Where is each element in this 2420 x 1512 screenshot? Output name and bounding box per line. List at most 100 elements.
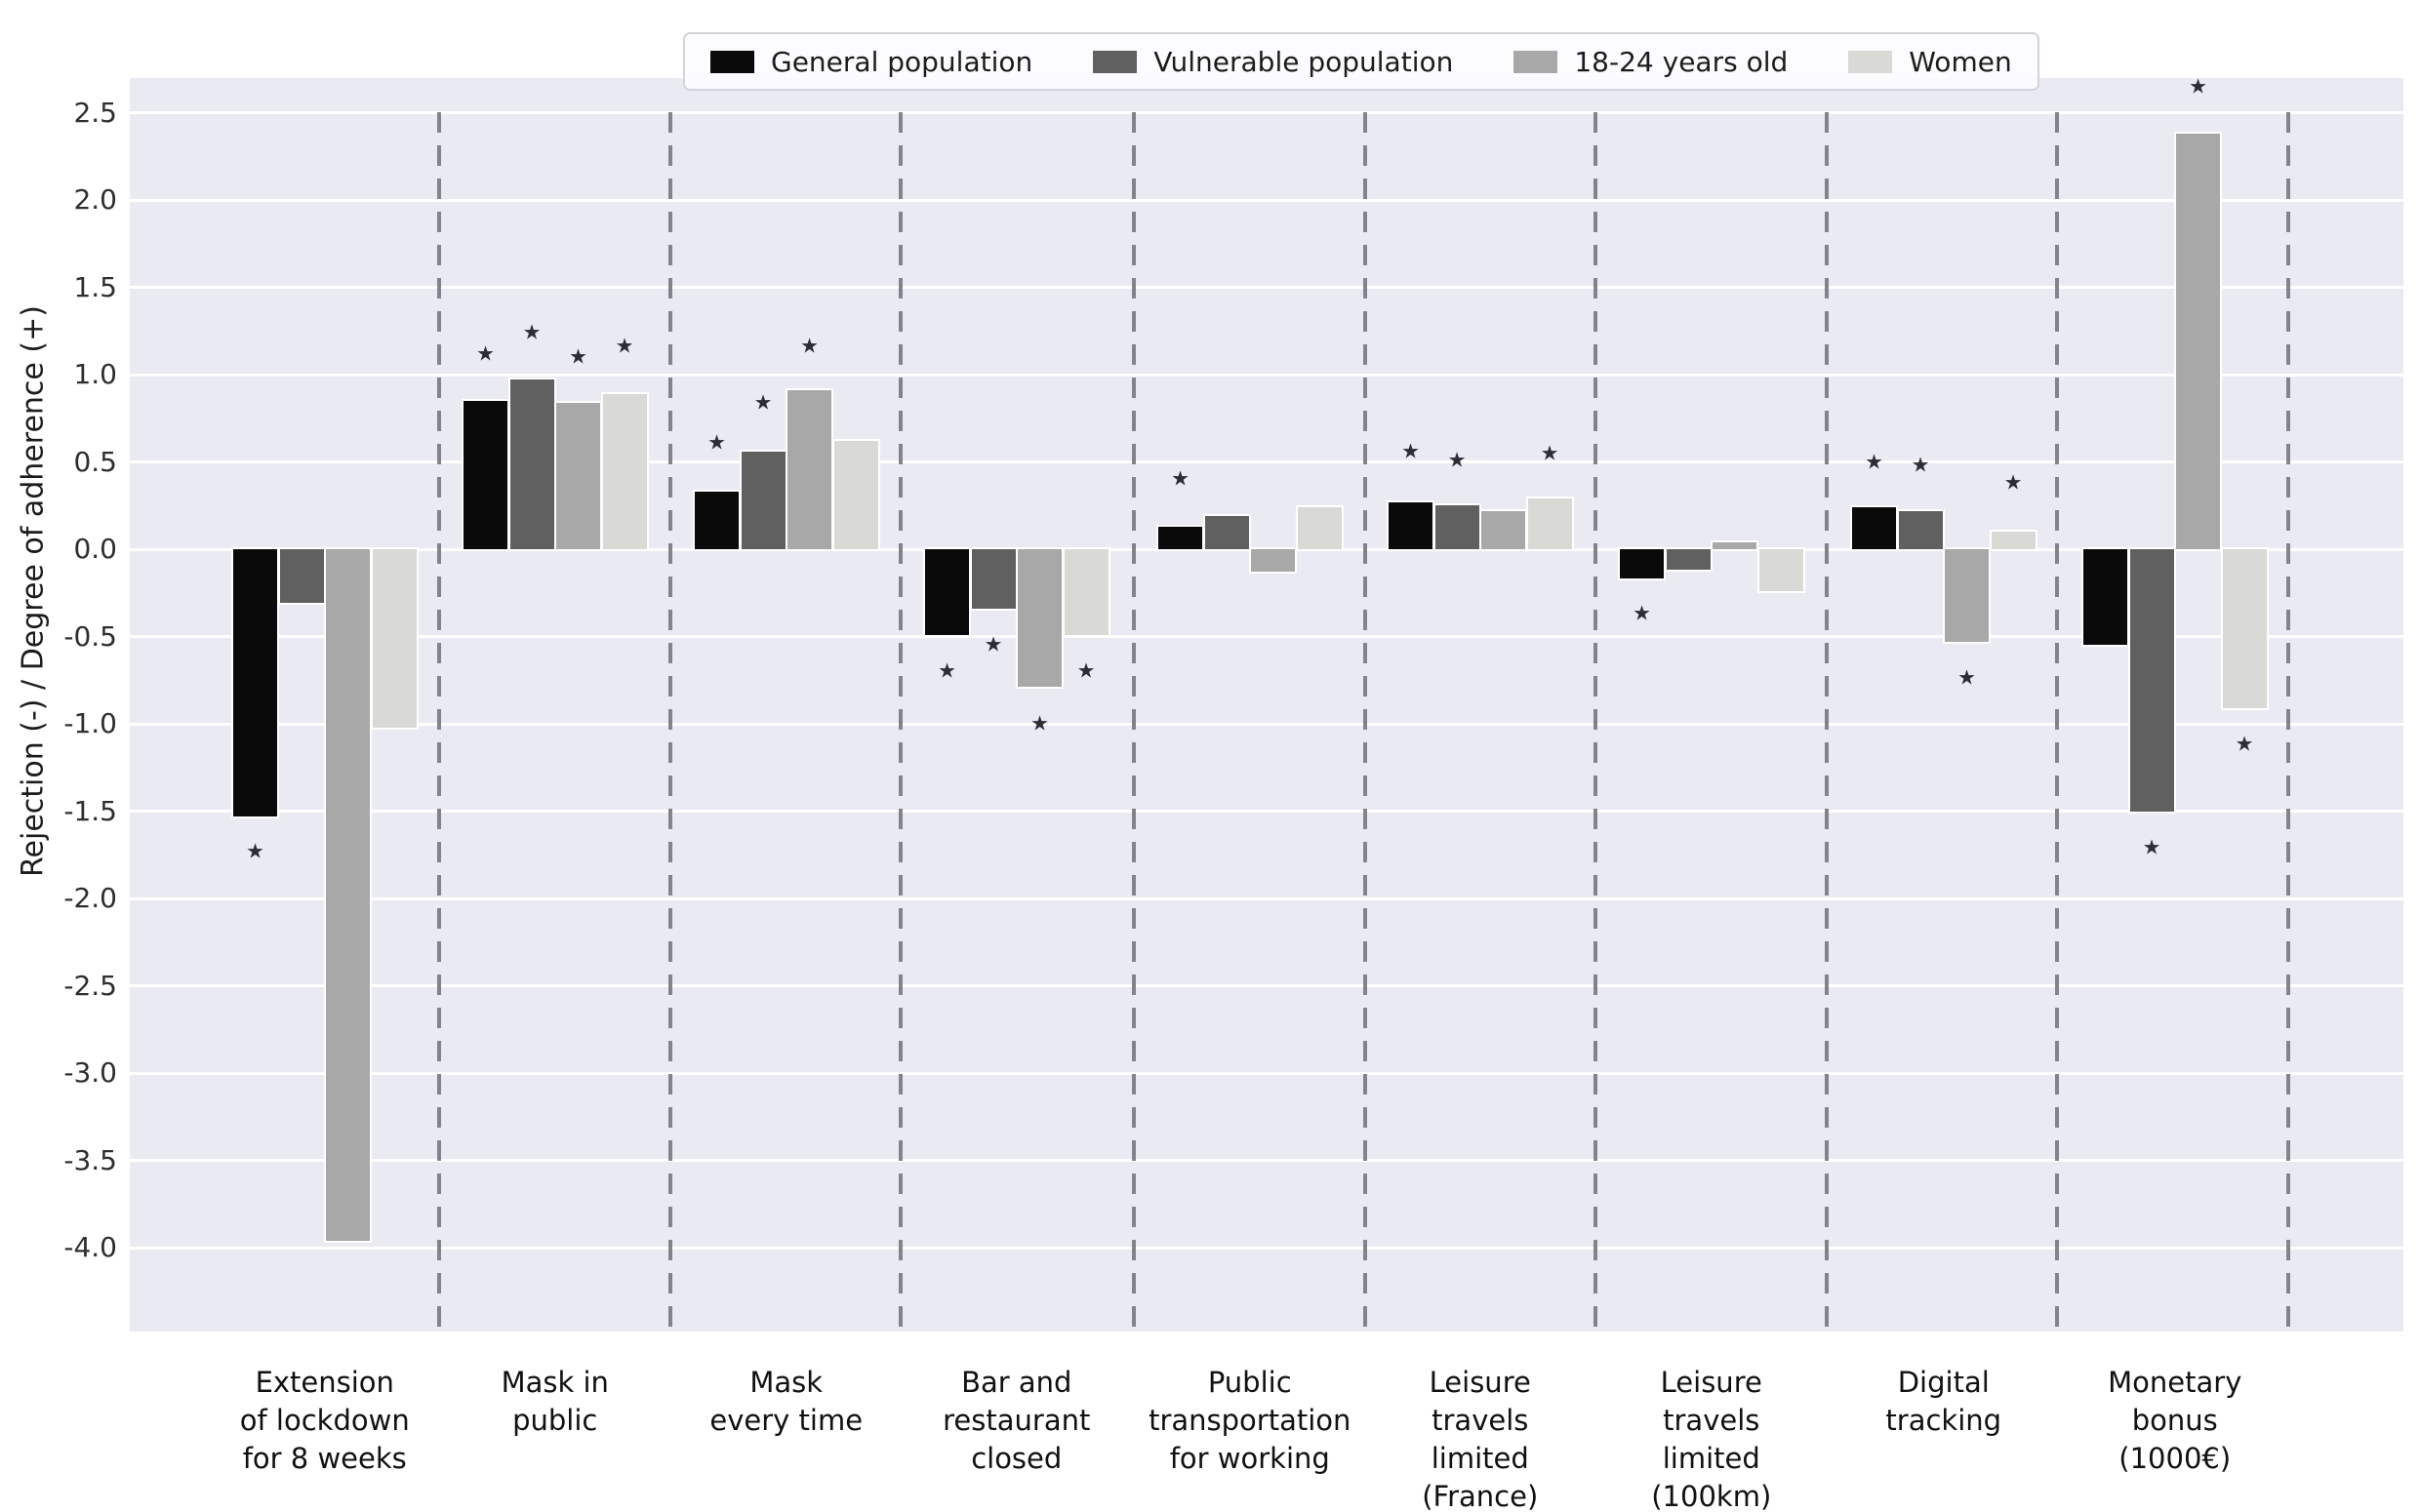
gridline-y--0.5: [130, 635, 2403, 638]
significance-star-icon: ★: [246, 839, 264, 863]
gridline-y--4.0: [130, 1246, 2403, 1250]
significance-star-icon: ★: [1957, 665, 1976, 690]
y-tick-label: -0.5: [63, 619, 117, 653]
bar-vulnerable-population-cat7: [1664, 546, 1713, 573]
bar-18-24-years-old-cat3: [786, 388, 833, 551]
significance-star-icon: ★: [569, 344, 587, 369]
category-separator-5: [1363, 112, 1367, 1332]
significance-star-icon: ★: [984, 632, 1003, 657]
category-separator-9: [2286, 112, 2290, 1332]
legend-label: 18-24 years old: [1574, 45, 1789, 78]
y-tick-label: 0.5: [73, 445, 117, 478]
legend-swatch-icon: [1513, 50, 1558, 73]
gridline-y--1.0: [130, 722, 2403, 726]
significance-star-icon: ★: [1401, 439, 1420, 463]
legend-item: General population: [710, 46, 1032, 78]
bar-18-24-years-old-cat5: [1249, 546, 1297, 575]
significance-star-icon: ★: [1076, 658, 1096, 683]
bar-general-population-cat5: [1156, 524, 1204, 552]
y-tick-label: -3.5: [63, 1143, 117, 1176]
x-tick-label: Leisure travels limited (France): [1422, 1366, 1539, 1512]
category-separator-2: [668, 112, 672, 1332]
significance-star-icon: ★: [615, 334, 634, 358]
y-tick-label: -4.0: [63, 1231, 117, 1263]
bar-vulnerable-population-cat6: [1432, 503, 1481, 551]
significance-star-icon: ★: [1171, 466, 1190, 491]
gridline-y--3.5: [130, 1159, 2403, 1162]
bar-general-population-cat9: [2081, 546, 2129, 648]
significance-star-icon: ★: [1911, 453, 1930, 477]
bar-18-24-years-old-cat4: [1016, 546, 1064, 690]
y-tick-label: -1.5: [63, 794, 117, 827]
bar-women-cat2: [600, 391, 649, 551]
bar-vulnerable-population-cat2: [507, 378, 556, 551]
gridline-y-0.5: [130, 460, 2403, 463]
legend-swatch-icon: [1848, 50, 1893, 73]
significance-star-icon: ★: [522, 320, 542, 344]
legend-label: General population: [771, 45, 1033, 78]
significance-star-icon: ★: [800, 334, 819, 358]
bar-women-cat3: [831, 439, 880, 551]
gridline-y-1.0: [130, 373, 2403, 377]
x-tick-label: Mask in public: [501, 1366, 609, 1437]
significance-star-icon: ★: [476, 341, 495, 366]
legend-item: Women: [1848, 46, 2012, 78]
bar-general-population-cat8: [1850, 505, 1898, 551]
bar-vulnerable-population-cat3: [739, 449, 787, 551]
bar-vulnerable-population-cat1: [277, 546, 326, 606]
significance-star-icon: ★: [707, 430, 726, 455]
legend-swatch-icon: [710, 50, 754, 73]
y-tick-label: 1.0: [73, 358, 117, 390]
legend-label: Vulnerable population: [1153, 45, 1454, 78]
bar-women-cat9: [2220, 547, 2269, 710]
significance-star-icon: ★: [2235, 732, 2254, 756]
bar-18-24-years-old-cat2: [554, 400, 602, 551]
significance-star-icon: ★: [2189, 74, 2207, 99]
category-separator-6: [1593, 112, 1597, 1332]
category-separator-1: [437, 112, 441, 1332]
category-separator-4: [1132, 112, 1136, 1332]
bar-18-24-years-old-cat8: [1943, 547, 1991, 644]
bar-women-cat1: [370, 547, 419, 730]
bar-women-cat5: [1295, 505, 1344, 551]
y-tick-label: -2.5: [63, 969, 117, 1002]
y-tick-label: -3.0: [63, 1056, 117, 1089]
bar-general-population-cat7: [1618, 546, 1666, 581]
y-tick-label: 2.5: [73, 96, 117, 129]
significance-star-icon: ★: [1865, 450, 1883, 473]
x-tick-label: Mask every time: [709, 1366, 864, 1437]
y-tick-label: 1.5: [73, 270, 117, 303]
category-separator-7: [1825, 112, 1829, 1332]
bar-women-cat7: [1756, 547, 1805, 593]
gridline-y-1.5: [130, 286, 2403, 289]
x-tick-label: Monetary bonus (1000€): [2108, 1366, 2242, 1475]
x-tick-label: Extension of lockdown for 8 weeks: [239, 1366, 410, 1475]
significance-star-icon: ★: [2003, 470, 2023, 495]
gridline-y--3.0: [130, 1071, 2403, 1075]
significance-star-icon: ★: [1447, 448, 1467, 472]
bar-18-24-years-old-cat6: [1479, 508, 1527, 552]
category-separator-8: [2055, 112, 2059, 1332]
category-separator-3: [899, 112, 903, 1332]
bar-vulnerable-population-cat9: [2127, 547, 2176, 814]
bar-general-population-cat3: [693, 489, 741, 551]
bar-general-population-cat4: [923, 547, 971, 637]
bar-vulnerable-population-cat5: [1202, 513, 1251, 551]
significance-star-icon: ★: [1030, 711, 1049, 736]
bar-18-24-years-old-cat1: [324, 547, 372, 1243]
legend-item: Vulnerable population: [1093, 46, 1453, 78]
x-tick-label: Leisure travels limited (100km): [1651, 1366, 1772, 1512]
gridline-y-2.5: [130, 111, 2403, 114]
bar-general-population-cat6: [1387, 499, 1434, 551]
significance-star-icon: ★: [753, 390, 773, 415]
legend: General population Vulnerable population 1…: [683, 32, 2039, 91]
bar-general-population-cat1: [231, 547, 279, 818]
x-tick-label: Public transportation for working: [1149, 1366, 1351, 1475]
bar-vulnerable-population-cat8: [1896, 508, 1945, 552]
y-tick-label: 2.0: [73, 183, 117, 216]
significance-star-icon: ★: [1633, 601, 1651, 625]
significance-star-icon: ★: [938, 658, 956, 683]
bar-women-cat4: [1062, 547, 1110, 637]
bar-vulnerable-population-cat4: [969, 547, 1018, 611]
